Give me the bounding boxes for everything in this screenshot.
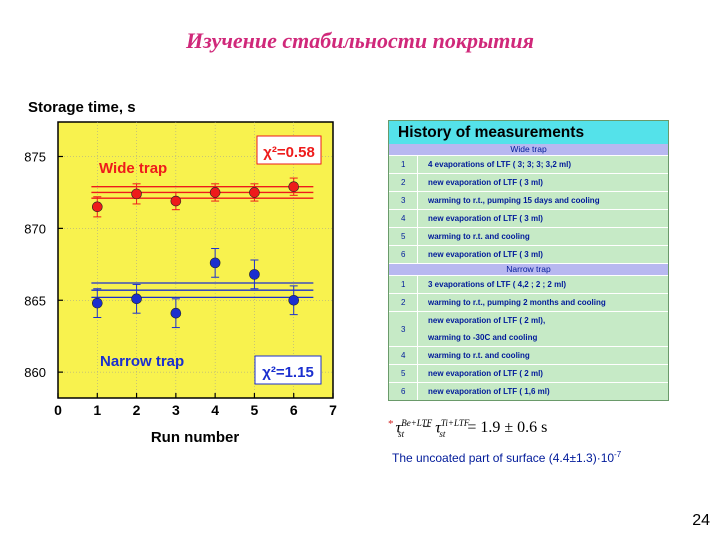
formula-sub-1: st — [398, 428, 405, 439]
table-row: 4 new evaporation of LTF ( 3 ml) — [389, 209, 668, 227]
narrow-chi-box — [254, 355, 322, 385]
table-row: 2 new evaporation of LTF ( 3 ml) — [389, 173, 668, 191]
row-number: 2 — [389, 174, 417, 191]
row-number: 4 — [389, 210, 417, 227]
data-point — [249, 187, 260, 198]
row-description: new evaporation of LTF ( 3 ml) — [418, 210, 668, 227]
wide-trap-header: Wide trap — [389, 144, 668, 155]
formula-sup-be: Be+LTF — [401, 418, 433, 428]
row-description-line: new evaporation of LTF ( 2 ml), — [428, 316, 546, 325]
table-row: 5 warming to r.t. and cooling — [389, 227, 668, 245]
row-description: new evaporation of LTF ( 1,6 ml) — [418, 383, 668, 400]
table-row: 3 new evaporation of LTF ( 2 ml), warming … — [389, 311, 668, 346]
data-point — [170, 195, 182, 207]
row-number: 2 — [389, 294, 417, 311]
narrow-trap-label: Narrow trap — [100, 353, 184, 370]
data-point — [131, 188, 142, 200]
formula-minus: − — [422, 419, 432, 437]
table-row: 3 warming to r.t., pumping 15 days and co… — [389, 191, 668, 209]
y-axis-label: Storage time, s — [28, 99, 136, 116]
narrow-trap-header: Narrow trap — [389, 263, 668, 275]
row-number: 4 — [389, 347, 417, 364]
row-description: new evaporation of LTF ( 3 ml) — [418, 174, 668, 191]
uncoated-note: The uncoated part of surface (4.4±1.3)·1… — [392, 450, 621, 465]
row-description: 4 evaporations of LTF ( 3; 3; 3; 3,2 ml) — [418, 156, 668, 173]
formula-star: * — [388, 418, 394, 430]
wide-chi-box — [256, 135, 322, 165]
row-number: 6 — [389, 246, 417, 263]
row-description: new evaporation of LTF ( 2 ml) — [418, 365, 668, 382]
y-tick-label: 860 — [24, 365, 46, 380]
history-title: History of measurements — [389, 121, 668, 144]
storage-time-chart: 0 1 2 3 4 5 6 7 860 865 870 875 Storage time, s Run n… — [24, 99, 337, 446]
x-tick-label: 1 — [93, 402, 101, 418]
formula-sup-ti: Ti+LTF — [440, 418, 470, 428]
row-description: warming to r.t. and cooling — [418, 228, 668, 245]
data-point — [209, 257, 221, 269]
data-point — [249, 269, 260, 280]
table-row: 6 new evaporation of LTF ( 3 ml) — [389, 245, 668, 263]
x-tick-label: 2 — [133, 402, 141, 418]
row-number: 1 — [389, 276, 417, 293]
table-row: 6 new evaporation of LTF ( 1,6 ml) — [389, 382, 668, 400]
row-number: 3 — [389, 312, 417, 346]
formula-result: = 1.9 ± 0.6 s — [467, 419, 548, 437]
narrow-chi-label: χ²=1.15 — [262, 364, 314, 381]
uncoated-exp: -7 — [614, 450, 622, 459]
y-tick-label: 870 — [24, 221, 46, 236]
table-row: 4 warming to r.t. and cooling — [389, 346, 668, 364]
row-description: warming to r.t., pumping 15 days and coo… — [418, 192, 668, 209]
x-tick-label: 4 — [211, 402, 219, 418]
row-number: 6 — [389, 383, 417, 400]
y-tick-label: 865 — [24, 293, 46, 308]
x-tick-label: 0 — [54, 402, 62, 418]
row-description: warming to r.t. and cooling — [418, 347, 668, 364]
row-description: new evaporation of LTF ( 3 ml) — [418, 246, 668, 263]
x-axis-label: Run number — [151, 429, 239, 446]
x-tick-label: 5 — [251, 402, 259, 418]
wide-chi-label: χ²=0.58 — [263, 144, 315, 161]
data-point — [288, 181, 300, 192]
table-row: 5 new evaporation of LTF ( 2 ml) — [389, 364, 668, 382]
data-point — [209, 187, 221, 198]
y-tick-label: 875 — [24, 150, 46, 165]
page-number: 24 — [692, 512, 710, 529]
row-description: 3 evaporations of LTF ( 4,2 ; 2 ; 2 ml) — [418, 276, 668, 293]
row-description: new evaporation of LTF ( 2 ml), warming t… — [418, 312, 668, 346]
data-point — [91, 201, 103, 213]
x-tick-label: 7 — [329, 402, 337, 418]
data-point — [288, 294, 300, 306]
row-number: 3 — [389, 192, 417, 209]
x-tick-label: 3 — [172, 402, 180, 418]
data-point — [91, 297, 103, 309]
difference-formula: * τBe+LTFst − τTi+LTFst = 1.9 ± 0.6 s — [388, 418, 547, 439]
formula-sub-2: st — [439, 428, 446, 439]
row-number: 1 — [389, 156, 417, 173]
x-tick-label: 6 — [290, 402, 298, 418]
formula-tau-1: τ — [395, 419, 402, 437]
formula-tau-2: τ — [435, 419, 441, 437]
uncoated-text: The uncoated part of surface (4.4±1.3)·1… — [392, 451, 615, 465]
data-point — [170, 307, 182, 319]
row-description: warming to r.t., pumping 2 months and co… — [418, 294, 668, 311]
plot-area — [57, 121, 334, 399]
slide-title: Изучение стабильности покрытия — [186, 28, 534, 53]
row-number: 5 — [389, 228, 417, 245]
wide-trap-label: Wide trap — [99, 160, 167, 177]
data-point — [131, 293, 142, 305]
row-description-line: warming to -30C and cooling — [428, 333, 538, 342]
row-number: 5 — [389, 365, 417, 382]
table-row: 2 warming to r.t., pumping 2 months and c… — [389, 293, 668, 311]
